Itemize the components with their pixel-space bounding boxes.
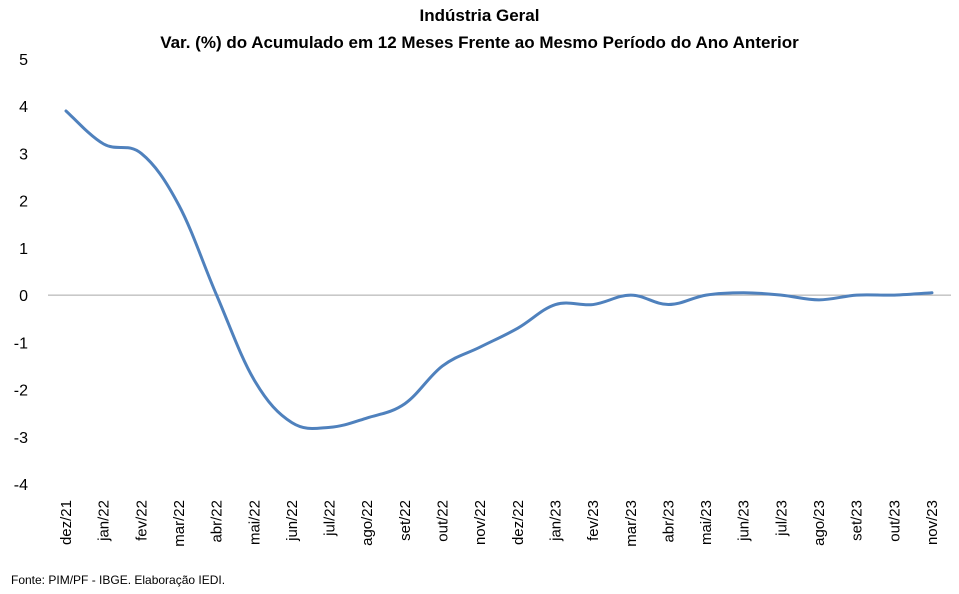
x-tick-label: abr/22 — [209, 500, 226, 543]
y-tick-label: 2 — [19, 194, 28, 211]
x-tick-label: jul/23 — [773, 500, 790, 537]
x-tick-label: ago/22 — [359, 500, 376, 546]
x-tick-label: out/23 — [886, 500, 903, 542]
y-tick-label: 3 — [19, 146, 28, 163]
y-tick-label: -4 — [14, 477, 28, 494]
x-tick-label: jun/23 — [736, 500, 753, 542]
x-tick-label: set/23 — [849, 500, 866, 541]
x-tick-label: dez/21 — [58, 500, 75, 545]
x-tick-label: mai/23 — [698, 500, 715, 545]
x-tick-label: mai/22 — [246, 500, 263, 545]
x-tick-label: fev/23 — [585, 500, 602, 541]
x-tick-label: mar/23 — [623, 500, 640, 547]
y-tick-label: 1 — [19, 241, 28, 258]
x-tick-label: jun/22 — [284, 500, 301, 542]
x-tick-label: jan/22 — [96, 500, 113, 542]
x-tick-label: fev/22 — [133, 500, 150, 541]
x-tick-label: abr/23 — [660, 500, 677, 543]
y-tick-label: -2 — [14, 383, 28, 400]
x-tick-label: nov/22 — [472, 500, 489, 545]
y-tick-label: 4 — [19, 99, 28, 116]
x-tick-label: out/22 — [435, 500, 452, 542]
source-note: Fonte: PIM/PF - IBGE. Elaboração IEDI. — [11, 573, 226, 587]
x-tick-label: jan/23 — [547, 500, 564, 542]
y-tick-label: -3 — [14, 430, 28, 447]
x-tick-label: set/22 — [397, 500, 414, 541]
x-tick-label: nov/23 — [924, 500, 941, 545]
series-line — [64, 109, 934, 430]
chart-title: Indústria Geral — [419, 6, 540, 25]
y-tick-label: 5 — [19, 52, 28, 69]
x-tick-label: mar/22 — [171, 500, 188, 547]
x-tick-label: dez/22 — [510, 500, 527, 545]
chart-subtitle: Var. (%) do Acumulado em 12 Meses Frente… — [160, 33, 799, 52]
y-tick-label: -1 — [14, 335, 28, 352]
x-tick-label: jul/22 — [322, 500, 339, 537]
x-tick-label: ago/23 — [811, 500, 828, 546]
y-tick-label: 0 — [19, 288, 28, 305]
